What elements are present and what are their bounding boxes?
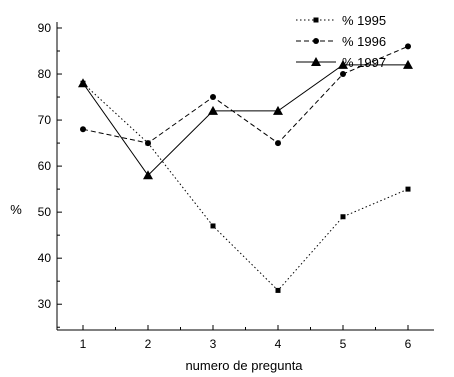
legend-item: % 1997 [296,55,386,70]
series-1995 [80,80,411,293]
data-point [210,94,216,101]
data-point [403,59,413,69]
data-point [275,287,281,293]
legend-label: % 1997 [342,55,386,70]
x-axis-label: numero de pregunta [185,358,303,373]
legend-label: % 1995 [342,13,386,28]
y-tick-label: 70 [38,113,52,127]
data-point [145,140,151,147]
series-layer [78,43,413,293]
data-point [340,214,346,220]
x-tick-label: 2 [145,337,152,351]
legend: % 1995 % 1996 % 1997 [296,13,386,70]
x-tick-label: 1 [80,337,87,351]
y-tick-label: 80 [38,67,52,81]
data-point [405,43,411,50]
series-1997 [78,59,413,180]
y-axis-label: % [10,202,22,217]
data-point [208,105,218,115]
legend-item: % 1995 [296,13,386,28]
legend-label: % 1996 [342,34,386,49]
y-tick-label: 60 [38,159,52,173]
y-tick-label: 90 [38,21,52,35]
legend-marker [311,57,321,66]
series-line [82,82,409,292]
y-tick-label: 30 [38,297,52,311]
series-line [82,45,409,144]
x-tick-label: 3 [210,337,217,351]
data-point [80,126,86,133]
axes: 1 2 3 4 5 6 30 40 50 60 70 80 90 [38,21,434,351]
data-point [405,186,411,192]
x-tick-label: 5 [340,337,347,351]
data-point [273,105,283,115]
legend-item: % 1996 [296,34,386,49]
data-point [338,59,348,69]
x-tick-label: 4 [275,337,282,351]
data-point [275,140,281,147]
y-tick-label: 50 [38,205,52,219]
data-point [340,71,346,78]
y-tick-label: 40 [38,251,52,265]
data-point [143,170,153,180]
series-line [82,64,408,177]
legend-marker [313,17,319,23]
x-tick-label: 6 [405,337,412,351]
series-1996 [80,43,411,147]
data-point [210,223,216,229]
legend-marker [313,38,319,44]
data-point [78,78,88,88]
